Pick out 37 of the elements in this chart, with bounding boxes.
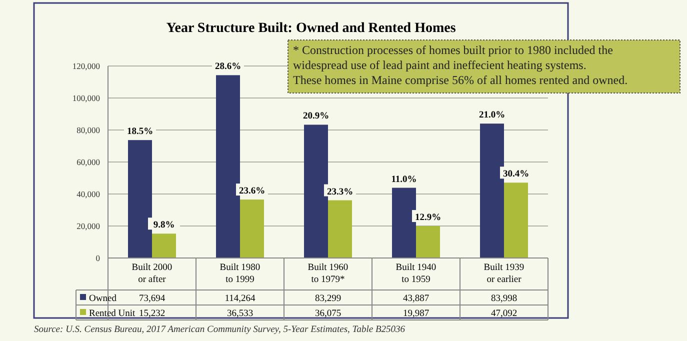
x-tick-label: Built 1960 to 1979* <box>308 263 348 285</box>
data-label: 47,092 <box>490 309 518 319</box>
annotation: * Construction processes of homes built prior to 1980 included the widespread use of lead paint and ineffecient heating systems. These homes in Maine comprise 56% of all homes rented and owned. <box>293 43 628 87</box>
chart-title: Year Structure Built: Owned and Rented Homes <box>166 21 456 36</box>
data-label: 15,232 <box>138 309 166 319</box>
data-label: 83,998 <box>490 294 518 304</box>
data-label: 36,075 <box>314 309 342 319</box>
annotation: 18.5% <box>126 127 154 138</box>
legend-label: Owned <box>89 294 117 304</box>
annotation: 12.9% <box>414 213 442 224</box>
data-label: 73,694 <box>138 294 166 304</box>
y-tick-label: 40,000 <box>76 189 100 199</box>
annotation: 30.4% <box>502 170 530 180</box>
annotation: 28.6% <box>214 62 242 72</box>
y-tick-label: 120,000 <box>72 61 100 71</box>
annotation: 21.0% <box>478 110 506 121</box>
y-tick-label: 60,000 <box>76 157 100 167</box>
y-tick-label: 0 <box>96 253 100 263</box>
x-tick-label: Built 1939 or earlier <box>484 263 524 285</box>
data-label: 114,264 <box>224 294 256 304</box>
y-tick-label: 20,000 <box>76 221 100 231</box>
y-tick-label: 100,000 <box>72 93 100 103</box>
data-label: 19,987 <box>402 309 430 319</box>
legend-label: Rented Unit <box>89 309 136 319</box>
x-tick-label: Built 1980 to 1999 <box>220 263 260 285</box>
data-label: 43,887 <box>402 294 430 304</box>
x-tick-label: Built 1940 to 1959 <box>396 263 436 285</box>
annotation: 23.3% <box>326 187 354 198</box>
annotation: 11.0% <box>391 174 417 185</box>
annotation: 20.9% <box>302 112 330 122</box>
annotation: 23.6% <box>238 186 266 197</box>
annotation: 9.8% <box>153 220 175 231</box>
y-tick-label: 80,000 <box>76 125 100 135</box>
source-note: Source: U.S. Census Bureau, 2017 American Community Survey, 5-Year Estimates, Table B25036 <box>34 325 406 335</box>
data-label: 36,533 <box>226 309 254 319</box>
x-tick-label: Built 2000 or after <box>132 263 172 285</box>
data-label: 83,299 <box>314 294 342 304</box>
